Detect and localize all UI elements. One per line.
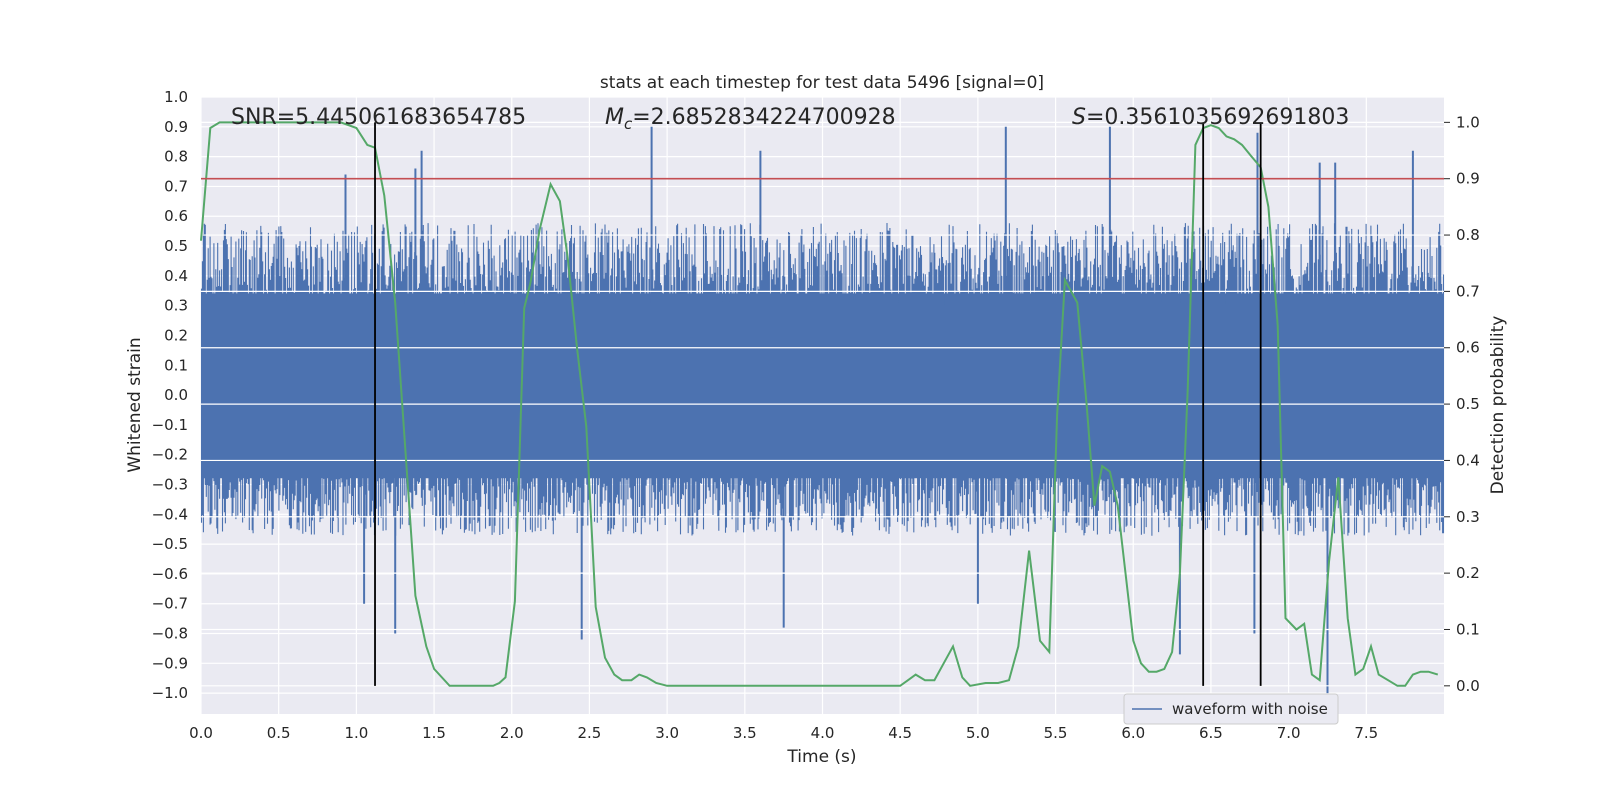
right-y-tick-label: 0.2 xyxy=(1456,564,1480,582)
y-tick-label: −0.5 xyxy=(152,535,188,553)
y-tick-label: −0.3 xyxy=(152,475,188,493)
stat-annotations: SNR=5.445061683654785 Mc=2.6852834224700… xyxy=(231,105,1349,133)
x-tick-label: 5.5 xyxy=(1044,724,1068,742)
chirp-mass-value: =2.6852834224700928 xyxy=(632,105,895,130)
y-tick-label: 0.0 xyxy=(164,386,188,404)
x-tick-label: 6.5 xyxy=(1199,724,1223,742)
y-tick-label: 0.7 xyxy=(164,177,188,195)
x-tick-label: 4.0 xyxy=(811,724,835,742)
chirp-mass-annotation: Mc=2.6852834224700928 xyxy=(605,105,896,133)
y-tick-label: 0.9 xyxy=(164,118,188,136)
y-tick-label: 0.4 xyxy=(164,267,188,285)
chirp-mass-subscript: c xyxy=(624,115,633,133)
right-y-tick-label: 0.6 xyxy=(1456,339,1480,357)
right-y-tick-label: 0.4 xyxy=(1456,451,1480,469)
y-tick-label: −0.7 xyxy=(152,595,188,613)
legend-box xyxy=(1123,693,1339,725)
x-tick-labels: 0.0 0.5 1.0 1.5 2.0 2.5 3.0 3.5 4.0 4.5 5.0 5.5 6.0 6… xyxy=(189,724,1378,742)
right-y-tick-labels: 1.0 0.9 0.8 0.7 0.6 0.5 0.4 0.3 0.2 0.1 0.0 xyxy=(1444,113,1480,695)
legend: waveform with noise xyxy=(1123,693,1339,725)
right-y-tick-label: 0.9 xyxy=(1456,170,1480,188)
right-y-axis-label: Detection probability xyxy=(1488,316,1508,495)
x-tick-label: 7.0 xyxy=(1277,724,1301,742)
right-y-tick-label: 0.5 xyxy=(1456,395,1480,413)
right-y-tick-label: 0.8 xyxy=(1456,226,1480,244)
y-tick-label: 0.6 xyxy=(164,207,188,225)
y-tick-label: −0.6 xyxy=(152,565,188,583)
x-tick-label: 1.5 xyxy=(422,724,446,742)
waveform-spikes xyxy=(344,126,1414,694)
right-y-tick-label: 0.7 xyxy=(1456,282,1480,300)
waveform-series xyxy=(200,126,1445,694)
y-tick-label: 0.2 xyxy=(164,326,188,344)
y-tick-label: −0.4 xyxy=(152,505,188,523)
y-tick-label: −0.9 xyxy=(152,654,188,672)
probability-series xyxy=(200,121,1439,687)
snr-annotation: SNR=5.445061683654785 xyxy=(231,105,526,130)
x-axis-label: Time (s) xyxy=(786,747,856,767)
left-y-axis-label: Whitened strain xyxy=(125,337,145,472)
x-tick-label: 0.0 xyxy=(189,724,213,742)
y-tick-label: −1.0 xyxy=(152,684,188,702)
x-tick-label: 6.0 xyxy=(1121,724,1145,742)
y-tick-label: 0.1 xyxy=(164,356,188,374)
x-tick-label: 5.0 xyxy=(966,724,990,742)
y-tick-label: 0.5 xyxy=(164,237,188,255)
y-tick-label: −0.1 xyxy=(152,416,188,434)
waveform-trace xyxy=(200,223,1445,536)
legend-label-waveform: waveform with noise xyxy=(1172,700,1328,718)
detection-probability-line xyxy=(200,121,1439,687)
x-tick-label: 2.0 xyxy=(500,724,524,742)
right-y-tick-label: 0.0 xyxy=(1456,677,1480,695)
right-y-tick-label: 1.0 xyxy=(1456,113,1480,131)
right-y-tick-label: 0.1 xyxy=(1456,620,1480,638)
y-tick-label: −0.2 xyxy=(152,446,188,464)
x-tick-label: 3.5 xyxy=(733,724,757,742)
right-y-tick-label: 0.3 xyxy=(1456,508,1480,526)
s-annotation: S=0.3561035692691803 xyxy=(1072,105,1349,130)
y-tick-label: 0.8 xyxy=(164,148,188,166)
x-tick-label: 4.5 xyxy=(888,724,912,742)
chirp-mass-symbol: M xyxy=(605,105,624,130)
s-symbol: S xyxy=(1072,105,1086,130)
chart-title: stats at each timestep for test data 549… xyxy=(600,73,1044,93)
x-tick-label: 1.0 xyxy=(344,724,368,742)
event-lines xyxy=(374,122,1262,686)
y-tick-label: 0.3 xyxy=(164,297,188,315)
y-tick-label: −0.8 xyxy=(152,625,188,643)
x-tick-label: 3.0 xyxy=(655,724,679,742)
left-y-tick-labels: 1.0 0.9 0.8 0.7 0.6 0.5 0.4 0.3 0.2 0.1 0.0 −0.1 −0.… xyxy=(152,88,188,702)
x-tick-label: 7.5 xyxy=(1354,724,1378,742)
x-tick-label: 2.5 xyxy=(578,724,602,742)
y-tick-label: 1.0 xyxy=(164,88,188,106)
s-value: =0.3561035692691803 xyxy=(1086,105,1349,130)
x-tick-label: 0.5 xyxy=(267,724,291,742)
